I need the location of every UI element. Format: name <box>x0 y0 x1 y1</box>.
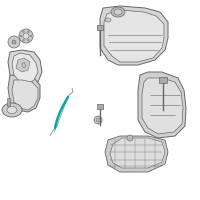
Circle shape <box>28 31 29 32</box>
Bar <box>7 98 10 106</box>
Ellipse shape <box>7 106 17 114</box>
Circle shape <box>96 118 100 122</box>
Polygon shape <box>105 136 168 172</box>
Polygon shape <box>142 78 183 134</box>
Ellipse shape <box>111 7 125 17</box>
Polygon shape <box>104 10 164 62</box>
Circle shape <box>19 29 33 43</box>
Polygon shape <box>22 62 26 68</box>
Polygon shape <box>8 50 42 88</box>
Circle shape <box>94 116 102 124</box>
Ellipse shape <box>105 18 111 22</box>
Circle shape <box>12 40 16 44</box>
Bar <box>97 104 103 109</box>
Polygon shape <box>100 6 168 65</box>
Polygon shape <box>12 80 38 110</box>
Ellipse shape <box>114 9 122 15</box>
Circle shape <box>23 31 24 32</box>
Circle shape <box>28 40 29 41</box>
Bar <box>97 25 103 30</box>
Ellipse shape <box>2 103 22 117</box>
Circle shape <box>23 33 29 39</box>
Circle shape <box>23 40 24 41</box>
Polygon shape <box>110 138 165 168</box>
Circle shape <box>8 36 20 48</box>
Circle shape <box>30 35 32 37</box>
Bar <box>159 77 167 83</box>
Polygon shape <box>16 58 30 72</box>
Polygon shape <box>12 53 38 84</box>
Polygon shape <box>8 75 40 112</box>
Polygon shape <box>138 72 186 138</box>
Circle shape <box>127 135 133 141</box>
Circle shape <box>20 35 22 37</box>
